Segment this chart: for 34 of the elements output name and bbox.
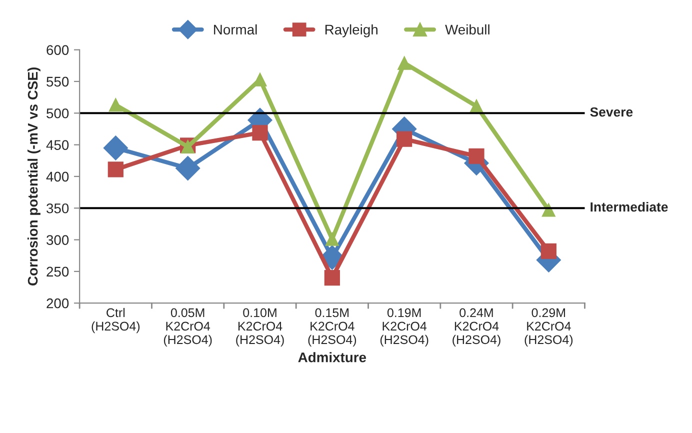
legend-label: Weibull	[445, 24, 490, 35]
x-tick-label: 0.15M K2CrO4 (H2SO4)	[308, 308, 356, 347]
y-tick-label: 250	[46, 266, 69, 277]
x-axis-title: Admixture	[298, 352, 366, 362]
point	[468, 148, 484, 164]
y-tick-label: 500	[46, 108, 69, 118]
x-tick-label: 0.19M K2CrO4 (H2SO4)	[380, 308, 428, 347]
legend-label: Rayleigh	[325, 24, 378, 38]
y-tick-label: 350	[46, 203, 69, 214]
ref-line-label: Severe	[590, 107, 633, 117]
y-tick-label: 200	[46, 298, 69, 308]
point	[324, 270, 340, 286]
point	[540, 243, 556, 259]
y-tick-label: 300	[46, 235, 69, 245]
y-tick-label: 550	[46, 76, 69, 87]
x-tick-label: 0.24M K2CrO4 (H2SO4)	[452, 308, 500, 347]
x-tick-label: 0.05M K2CrO4 (H2SO4)	[164, 308, 212, 347]
x-tick-label: 0.29M K2CrO4 (H2SO4)	[524, 308, 573, 347]
x-tick-label: 0.10M K2CrO4 (H2SO4)	[236, 308, 284, 347]
point	[103, 136, 128, 160]
y-tick-label: 600	[46, 45, 69, 55]
y-axis-title: Corrosion potential (-mV vs CSE)	[27, 68, 40, 286]
point	[252, 124, 268, 141]
ref-line-label: Intermediate	[590, 202, 668, 212]
x-tick-label: Ctrl (H2SO4)	[92, 308, 140, 334]
legend-label: Normal	[214, 24, 257, 35]
point	[108, 98, 122, 112]
point	[396, 131, 412, 147]
point	[398, 56, 412, 70]
point	[108, 162, 124, 178]
y-tick-label: 450	[46, 140, 69, 150]
y-tick-label: 400	[46, 172, 69, 182]
point	[325, 232, 339, 246]
point	[176, 156, 200, 181]
